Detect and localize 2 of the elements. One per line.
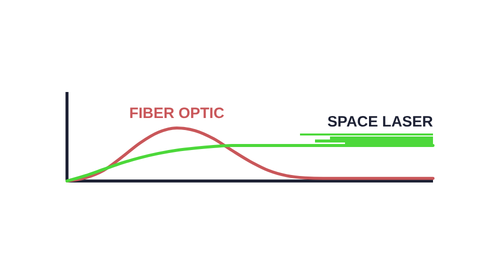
series-label: SPACE LASER — [327, 113, 434, 130]
series-label: FIBER OPTIC — [129, 105, 224, 122]
